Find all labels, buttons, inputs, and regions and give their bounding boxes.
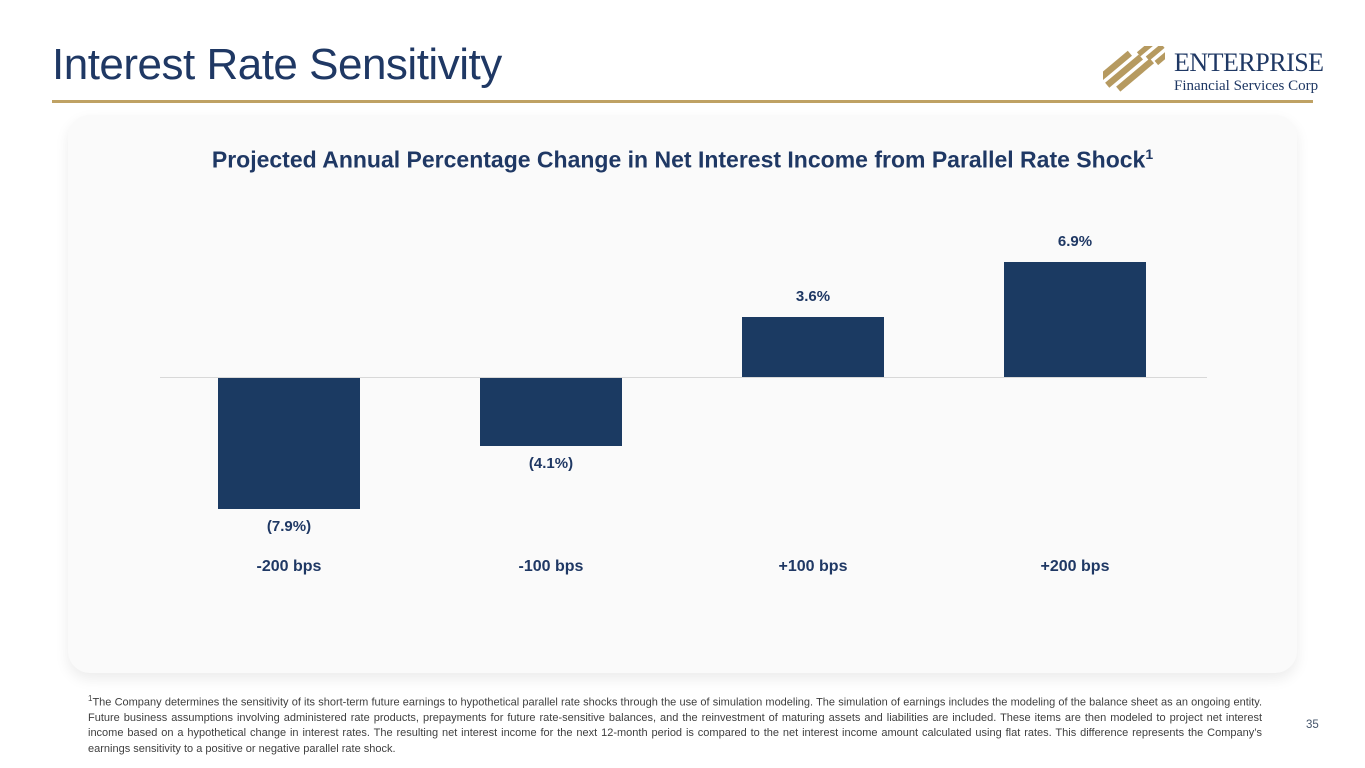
bar-value-label: 3.6% bbox=[795, 288, 831, 305]
bar-category-label: -100 bps bbox=[518, 558, 584, 575]
logo-wordmark: ENTERPRISE bbox=[1174, 47, 1324, 77]
chart-title: Projected Annual Percentage Change in Ne… bbox=[68, 146, 1297, 174]
bar-category-label: +200 bps bbox=[1040, 558, 1110, 575]
logo-subtitle: Financial Services Corp bbox=[1174, 77, 1319, 94]
logo-text: ENTERPRISE Financial Services Corp bbox=[1174, 47, 1324, 94]
page-title: Interest Rate Sensitivity bbox=[52, 40, 502, 89]
company-logo: ENTERPRISE Financial Services Corp bbox=[1094, 39, 1324, 97]
bar bbox=[742, 317, 884, 377]
chart-title-text: Projected Annual Percentage Change in Ne… bbox=[211, 146, 1146, 173]
bar bbox=[218, 378, 360, 509]
footnote: 1The Company determines the sensitivity … bbox=[88, 693, 1262, 757]
title-accent-rule bbox=[52, 100, 1313, 103]
footnote-superscript: 1 bbox=[88, 694, 93, 703]
bar-category-label: -200 bps bbox=[256, 558, 322, 575]
page-number: 35 bbox=[1306, 719, 1319, 731]
footnote-text: The Company determines the sensitivity o… bbox=[88, 696, 1262, 755]
bar-value-label: (7.9%) bbox=[266, 518, 312, 535]
bar-category-label: +100 bps bbox=[778, 558, 848, 575]
bar-value-label: 6.9% bbox=[1057, 233, 1093, 250]
bar bbox=[480, 378, 622, 446]
gold-diagonal-stripes-icon bbox=[1094, 39, 1171, 97]
bar-value-label: (4.1%) bbox=[528, 455, 574, 472]
chart-card: Projected Annual Percentage Change in Ne… bbox=[68, 115, 1297, 673]
bar bbox=[1004, 262, 1146, 377]
axis-baseline bbox=[160, 377, 1207, 378]
chart-title-superscript: 1 bbox=[1145, 146, 1154, 162]
chart-plot-area: (7.9%) -200 bps (4.1%) -100 bps 3.6% +100 bps… bbox=[68, 115, 1297, 673]
